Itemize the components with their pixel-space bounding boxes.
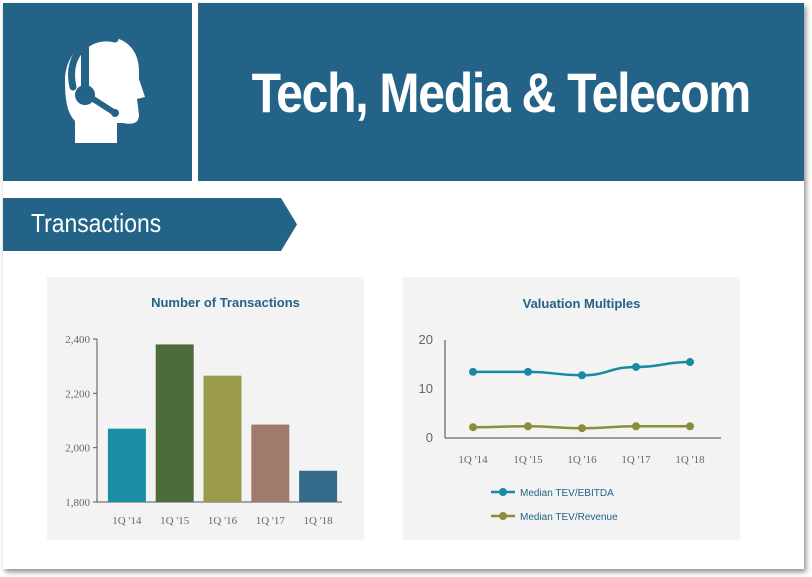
data-point (578, 371, 586, 380)
data-point (469, 367, 477, 376)
y-tick-label: 0 (426, 430, 433, 445)
x-tick-label: 1Q '18 (304, 515, 334, 527)
x-tick-label: 1Q '16 (208, 515, 238, 527)
data-point (524, 422, 532, 431)
x-tick-label: 1Q '16 (567, 454, 597, 466)
y-tick-label: 20 (419, 332, 433, 347)
data-point (686, 422, 694, 431)
data-point (632, 362, 640, 371)
data-point (632, 422, 640, 431)
x-tick-label: 1Q '14 (458, 454, 488, 466)
legend-swatch-marker (499, 488, 507, 496)
valuation-chart-panel: Valuation Multiples 0 10 20 1Q '14 1Q '15 1Q '… (403, 277, 740, 540)
legend-swatch-marker (499, 512, 507, 520)
bar (299, 470, 338, 502)
valuation-line-chart: Valuation Multiples 0 10 20 1Q '14 1Q '15 1Q '… (419, 296, 721, 523)
x-tick-label: 1Q '15 (513, 454, 543, 466)
data-point (686, 358, 694, 367)
y-tick-label: 2,400 (65, 334, 90, 346)
header-title-box: Tech, Media & Telecom (198, 3, 804, 181)
legend-label: Median TEV/Revenue (520, 512, 618, 523)
bar (155, 344, 194, 502)
bar (107, 428, 146, 502)
transactions-chart-panel: Number of Transactions 1,800 2,000 2,200 2,4… (47, 277, 364, 540)
header-icon-box (3, 3, 192, 181)
page-title: Tech, Media & Telecom (251, 60, 752, 124)
bar (251, 424, 290, 502)
chart-title: Number of Transactions (151, 295, 300, 310)
x-tick-label: 1Q '15 (160, 515, 190, 527)
y-tick-label: 10 (419, 381, 433, 396)
y-tick-label: 2,200 (65, 388, 90, 400)
legend-label: Median TEV/EBITDA (520, 488, 614, 499)
data-point (469, 423, 477, 432)
headset-support-icon (65, 34, 145, 143)
x-tick-label: 1Q '18 (675, 454, 705, 466)
chart-title: Valuation Multiples (523, 296, 641, 311)
data-point (578, 424, 586, 433)
section-label: Transactions (31, 208, 162, 238)
section-banner: Transactions (3, 198, 297, 251)
transactions-bar-chart: Number of Transactions 1,800 2,000 2,200 2,4… (65, 295, 342, 527)
y-tick-label: 1,800 (65, 497, 90, 509)
x-tick-label: 1Q '14 (112, 515, 142, 527)
bar (203, 375, 242, 502)
x-tick-label: 1Q '17 (621, 454, 651, 466)
data-point (524, 367, 532, 376)
x-tick-label: 1Q '17 (256, 515, 286, 527)
y-tick-label: 2,000 (65, 443, 90, 455)
